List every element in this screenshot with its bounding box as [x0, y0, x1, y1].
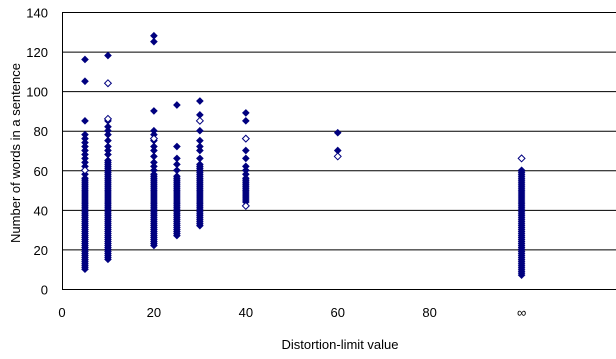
data-point [173, 172, 181, 181]
hollow-data-point [241, 201, 250, 211]
data-point [104, 130, 112, 139]
data-point [150, 107, 158, 115]
data-point [81, 150, 89, 159]
y-tick-label: 60 [34, 164, 48, 179]
hollow-data-point [80, 166, 90, 175]
x-tick-label: ∞ [517, 305, 526, 320]
data-point [196, 136, 204, 145]
data-point [150, 166, 158, 175]
data-point [81, 174, 89, 183]
hollow-data-point [149, 134, 159, 143]
data-point [150, 170, 158, 179]
data-point [104, 156, 112, 165]
data-point [196, 97, 204, 105]
data-point [81, 130, 89, 139]
data-point [81, 142, 89, 151]
hollow-data-point [241, 134, 250, 143]
data-point [150, 152, 158, 161]
y-tick-labels: 0 20 40 60 80 100 120 140 [26, 6, 48, 298]
data-points [80, 31, 526, 279]
data-point [242, 162, 250, 171]
x-axis-label: Distortion-limit value [281, 337, 398, 352]
y-tick-label: 120 [26, 45, 48, 60]
data-point [81, 154, 89, 163]
data-point [196, 146, 204, 155]
data-point [104, 122, 112, 131]
data-point [150, 31, 158, 40]
data-point [104, 150, 112, 159]
data-point [150, 142, 158, 151]
data-point [104, 146, 112, 155]
data-point [242, 170, 250, 179]
data-point [173, 101, 181, 109]
x-tick-label: 80 [422, 305, 436, 320]
data-point [81, 146, 89, 155]
data-point [196, 142, 204, 151]
data-point [242, 146, 250, 155]
data-point [196, 154, 204, 163]
data-point [242, 166, 250, 175]
data-point [104, 136, 112, 145]
data-point [81, 55, 89, 64]
y-tick-label: 40 [34, 203, 48, 218]
hollow-data-point [103, 114, 113, 123]
hollow-data-point [333, 152, 342, 161]
hollow-data-point [103, 79, 113, 88]
data-point [173, 142, 181, 151]
x-tick-label: 20 [147, 305, 161, 320]
data-point [333, 128, 342, 137]
hollow-data-point [195, 116, 204, 125]
data-point [150, 37, 158, 46]
data-point [81, 138, 89, 147]
x-tick-label: 40 [239, 305, 253, 320]
hollow-data-point [517, 154, 526, 163]
data-point [196, 126, 204, 135]
data-point [81, 134, 89, 143]
data-point [517, 166, 526, 175]
x-tick-label: 60 [331, 305, 345, 320]
data-point [242, 154, 250, 163]
data-point [242, 109, 250, 117]
data-point [104, 126, 112, 135]
y-tick-label: 20 [34, 243, 48, 258]
data-point [104, 51, 112, 60]
y-axis-label: Number of words in a sentence [8, 63, 23, 243]
y-tick-label: 100 [26, 85, 48, 100]
data-point [242, 116, 250, 125]
data-point [81, 158, 89, 167]
y-tick-label: 140 [26, 6, 48, 21]
data-point [150, 162, 158, 171]
data-point [150, 126, 158, 135]
data-point [81, 77, 89, 86]
x-tick-label: 0 [58, 305, 65, 320]
data-point [196, 160, 204, 169]
data-point [173, 160, 181, 169]
data-point [242, 174, 250, 183]
data-point [104, 142, 112, 151]
data-point [150, 158, 158, 167]
y-tick-label: 80 [34, 124, 48, 139]
data-point [173, 166, 181, 175]
data-point [150, 146, 158, 155]
data-point [173, 154, 181, 163]
y-tick-label: 0 [41, 283, 48, 298]
x-tick-labels: 0 20 40 60 80 ∞ [58, 305, 526, 320]
data-point [81, 116, 89, 125]
